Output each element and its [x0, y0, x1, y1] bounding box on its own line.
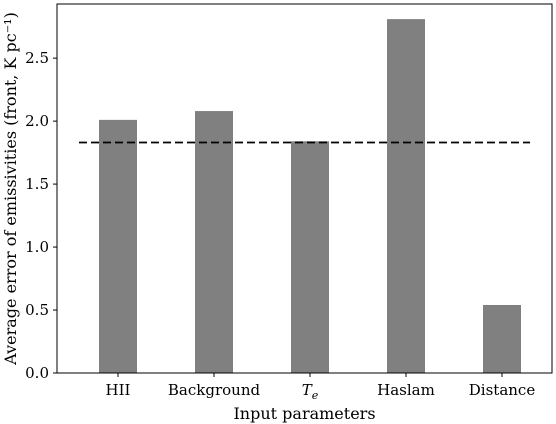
y-axis-ticks: 0.0 0.5 1.0 1.5 2.0 2.5 — [25, 49, 57, 382]
x-tick-label: HII — [106, 381, 131, 399]
y-axis-label: Average error of emissivities (front, K … — [1, 12, 20, 366]
y-tick-label: 1.5 — [25, 175, 49, 193]
x-tick-label: Background — [168, 381, 261, 399]
plot-frame — [56, 3, 553, 374]
y-tick-label: 2.0 — [25, 112, 49, 130]
y-tick-label: 0.5 — [25, 301, 49, 319]
bar-background — [195, 111, 233, 373]
x-tick-label: Te — [302, 381, 319, 402]
x-axis-label: Input parameters — [233, 404, 375, 423]
bar-haslam — [387, 19, 425, 373]
bar-distance — [483, 304, 521, 373]
x-tick-label: Haslam — [377, 381, 435, 399]
bar-hii — [99, 119, 137, 373]
y-tick-label: 1.0 — [25, 238, 49, 256]
x-axis-ticks: HII Background Te Haslam Distance — [106, 373, 536, 402]
y-tick-label: 0.0 — [25, 364, 49, 382]
x-tick-label: Distance — [469, 381, 536, 399]
bar-te — [291, 141, 329, 373]
bars-layer — [99, 19, 521, 373]
y-tick-label: 2.5 — [25, 49, 49, 67]
